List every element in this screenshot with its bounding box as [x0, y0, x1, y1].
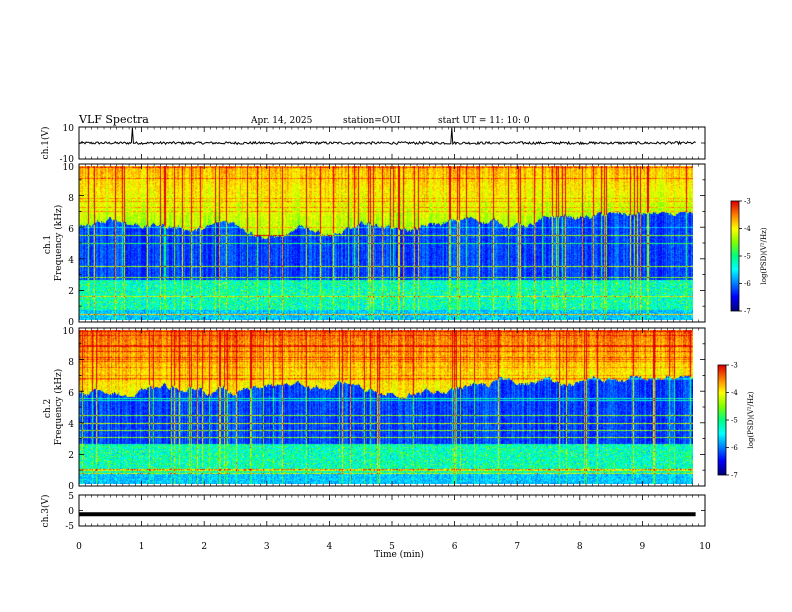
ch2-colorbar-gradient [718, 365, 726, 475]
ch2-spectrogram-ticks [78, 327, 706, 487]
ch2-colorbar-ticks: -3 -4 -5 -6 -7 [726, 362, 738, 480]
ch1-waveform-line [78, 127, 696, 146]
ch1-spectrogram-ylabel: ch.1 Frequency (kHz) [43, 205, 64, 282]
ch2-spectrogram-image [79, 330, 693, 484]
header-station: station=OUI [343, 116, 401, 126]
colorbar-tick-label: -5 [744, 253, 751, 261]
ch1-freq-tick-10: 10 [63, 163, 75, 173]
ch1-spectrogram-panel: 0 2 4 6 8 10 ch.1 Frequency (kHz) [43, 163, 706, 328]
x-tick-label: 10 [699, 542, 711, 552]
colorbar-tick-label: -3 [744, 198, 751, 206]
ch1-freq-tick-4: 4 [68, 256, 74, 266]
ch1-freq-tick-6: 6 [68, 225, 74, 235]
x-tick-label: 6 [452, 542, 458, 552]
ch2-spectrogram-ylabel-line1: ch.2 [43, 399, 53, 418]
ch3-ytick-top: 5 [68, 492, 74, 502]
x-axis-label: Time (min) [374, 549, 424, 560]
x-tick-label: 4 [327, 542, 333, 552]
ch1-freq-tick-0: 0 [68, 318, 74, 328]
ch1-colorbar: -3 -4 -5 -6 -7 log(PSD)(V²/Hz) [730, 198, 768, 316]
colorbar-tick-label: -7 [731, 472, 738, 480]
ch2-spectrogram-panel: 0 2 4 6 8 10 ch.2 Frequency (kHz) [43, 327, 706, 492]
ch1-ytick-bottom: -10 [60, 155, 75, 165]
ch1-waveform-panel: 10 -10 ch.1(V) [40, 124, 706, 165]
chart-title: VLF Spectra [78, 113, 149, 126]
ch3-waveform-frame [78, 494, 706, 527]
colorbar-tick-label: -4 [744, 225, 751, 233]
ch2-colorbar: -3 -4 -5 -6 -7 log(PSD)(V²/Hz) [717, 362, 755, 480]
ch2-freq-tick-0: 0 [68, 482, 74, 492]
x-tick-label: 8 [577, 542, 583, 552]
ch1-freq-tick-2: 2 [68, 287, 74, 297]
ch3-ytick-mid: 0 [68, 507, 74, 517]
ch1-spectrogram-ylabel-line1: ch.1 [43, 235, 53, 254]
x-tick-label: 1 [139, 542, 145, 552]
ch2-colorbar-label: log(PSD)(V²/Hz) [747, 391, 755, 448]
ch2-freq-tick-2: 2 [68, 451, 74, 461]
ch3-ytick-bottom: -5 [65, 522, 74, 532]
x-tick-label: 9 [640, 542, 646, 552]
x-tick-label: 3 [264, 542, 270, 552]
ch1-colorbar-gradient [731, 201, 739, 311]
ch1-colorbar-label: log(PSD)(V²/Hz) [760, 227, 768, 284]
header-start-time: start UT = 11: 10: 0 [438, 116, 530, 126]
colorbar-tick-label: -6 [744, 280, 751, 288]
colorbar-tick-label: -4 [731, 389, 738, 397]
ch2-freq-tick-10: 10 [63, 327, 75, 337]
x-tick-label: 5 [389, 542, 395, 552]
x-tick-label: 7 [514, 542, 520, 552]
ch3-waveform-ticks [78, 494, 706, 527]
ch1-ytick-top: 10 [63, 124, 75, 134]
ch1-freq-tick-8: 8 [68, 194, 74, 204]
ch1-spectrogram-image [79, 166, 693, 320]
ch2-spectrogram-ylabel: ch.2 Frequency (kHz) [43, 369, 64, 446]
x-tick-label: 2 [201, 542, 207, 552]
ch2-freq-tick-8: 8 [68, 358, 74, 368]
colorbar-tick-label: -6 [731, 444, 738, 452]
ch2-freq-tick-4: 4 [68, 420, 74, 430]
ch1-spectrogram-ylabel-line2: Frequency (kHz) [53, 205, 64, 282]
colorbar-tick-label: -7 [744, 308, 751, 316]
x-tick-label: 0 [76, 542, 82, 552]
ch3-waveform-ylabel: ch.3(V) [40, 495, 51, 528]
ch1-colorbar-ticks: -3 -4 -5 -6 -7 [739, 198, 751, 316]
ch1-waveform-ylabel: ch.1(V) [40, 127, 51, 160]
ch2-freq-tick-6: 6 [68, 389, 74, 399]
colorbar-tick-label: -5 [731, 417, 738, 425]
header-date: Apr. 14, 2025 [250, 116, 313, 126]
ch1-waveform-ticks [78, 126, 706, 160]
x-axis-tick-labels: 0 1 2 3 4 5 6 7 8 9 10 [76, 542, 711, 552]
ch3-waveform-panel: 5 0 -5 ch.3(V) [40, 492, 706, 532]
colorbar-tick-label: -3 [731, 362, 738, 370]
ch1-spectrogram-ticks [78, 163, 706, 323]
ch2-spectrogram-ylabel-line2: Frequency (kHz) [53, 369, 64, 446]
